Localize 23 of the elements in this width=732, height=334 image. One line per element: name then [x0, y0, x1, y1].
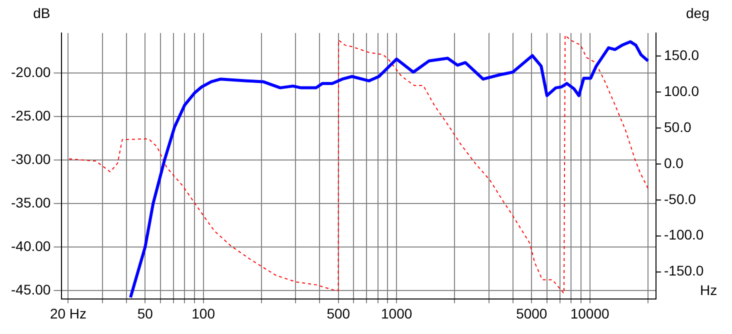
x-tick-label: 500: [326, 305, 350, 322]
x-tick-label: 5000: [516, 305, 548, 322]
y2-tick-label: -150.0: [664, 262, 704, 279]
y2-tick-label: 150.0: [664, 46, 700, 63]
y-axis-title: dB: [33, 4, 50, 21]
y2-tick-label: 50.0: [664, 118, 692, 135]
x-tick-label: 10000: [570, 305, 610, 322]
x-axis-title: Hz: [700, 282, 718, 298]
x-tick-label: 20 Hz: [50, 305, 87, 322]
x-tick-label: 100: [192, 305, 216, 322]
y-tick-label: -30.00: [10, 150, 51, 167]
y-tick-label: -25.00: [10, 107, 51, 124]
y2-tick-label: -100.0: [664, 226, 704, 243]
y-tick-label: -40.00: [10, 238, 51, 254]
y-tick-label: -20.00: [10, 64, 51, 80]
x-tick-label: 1000: [380, 305, 412, 322]
y-tick-label: -35.00: [10, 194, 51, 210]
y2-tick-label: -50.0: [664, 190, 696, 207]
y2-tick-label: 100.0: [664, 82, 700, 99]
x-tick-label: 50: [137, 305, 154, 322]
y2-axis-title: deg: [686, 4, 710, 21]
y-tick-label: -45.00: [10, 281, 51, 298]
y2-tick-label: 0.0: [664, 154, 684, 171]
